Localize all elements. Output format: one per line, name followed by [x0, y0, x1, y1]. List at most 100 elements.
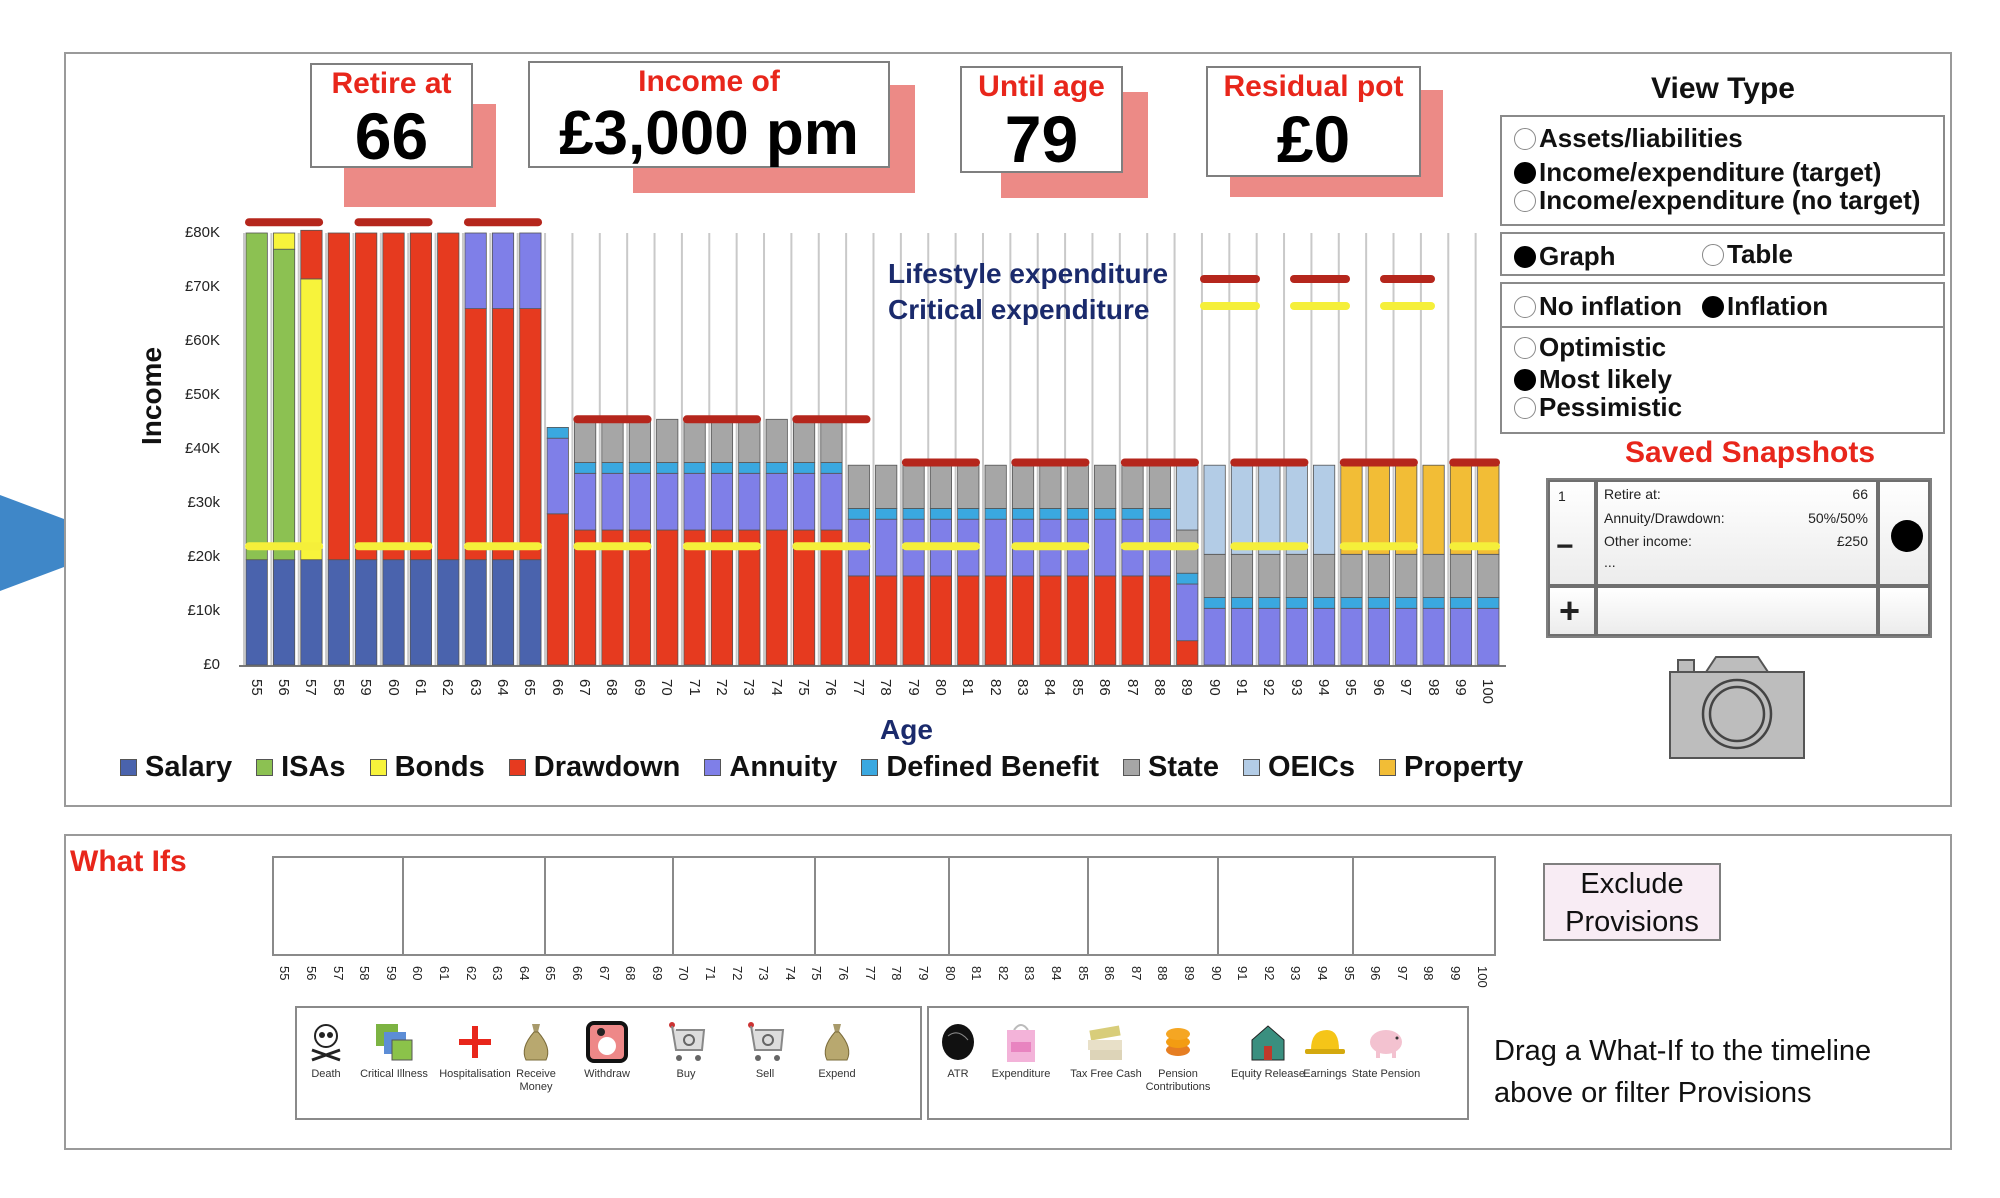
radio-income-target[interactable]: Income/expenditure (target) [1514, 157, 1881, 188]
red-cross-icon [453, 1020, 497, 1064]
what-if-label: Hospitalisation [439, 1068, 511, 1080]
what-if-event-withdraw[interactable]: Withdraw [570, 1020, 644, 1081]
timeline-segment[interactable] [546, 858, 674, 954]
bar-separator [461, 233, 464, 665]
bar-separator [1255, 233, 1258, 665]
bar-segment-defined-benefit [1285, 597, 1308, 609]
what-if-provision-state-pension[interactable]: State Pension [1349, 1020, 1423, 1081]
legend-swatch [861, 759, 879, 776]
critical-expenditure-line-segment [1339, 542, 1418, 551]
plus-icon: + [1559, 590, 1581, 631]
what-if-provision-equity-release[interactable]: Equity Release [1231, 1020, 1305, 1081]
bar-segment-drawdown [710, 529, 734, 666]
what-if-provision-tax-free-cash[interactable]: Tax Free Cash [1069, 1020, 1143, 1081]
bar-segment-annuity [1176, 583, 1199, 642]
timeline-segment[interactable] [950, 858, 1089, 954]
legend-item: Defined Benefit [861, 751, 1099, 784]
bar-segment-defined-benefit [1039, 507, 1062, 520]
exclude-provisions-button[interactable]: Exclude Provisions [1543, 863, 1721, 941]
bar-segment-state [574, 418, 597, 463]
bar-segment-defined-benefit [683, 462, 706, 474]
bar-separator [763, 233, 766, 665]
remove-snapshot-button[interactable]: − [1556, 530, 1574, 563]
what-if-provision-expenditure[interactable]: Expenditure [984, 1020, 1058, 1081]
expenditure-legend: Lifestyle expenditure Critical expenditu… [888, 256, 1168, 328]
what-if-provision-pension-contributions[interactable]: Pension Contributions [1141, 1020, 1215, 1094]
what-if-provision-earnings[interactable]: Earnings [1288, 1020, 1362, 1081]
bar-segment-defined-benefit [957, 507, 980, 520]
timeline-segment[interactable] [274, 858, 404, 954]
bar-segment-annuity [519, 232, 542, 309]
timeline-age-label: 100 [1474, 966, 1490, 988]
bar-segment-defined-benefit [601, 462, 624, 474]
timeline-age-label: 84 [1048, 966, 1064, 981]
timeline-segment[interactable] [1354, 858, 1494, 954]
legend-label: ISAs [281, 751, 346, 783]
bar-segment-salary [355, 559, 378, 666]
radio-graph[interactable]: Graph [1514, 241, 1616, 272]
bar-separator [1009, 233, 1012, 665]
income-chart [239, 218, 1506, 667]
residual-pot-value: £0 [1276, 102, 1351, 176]
what-if-event-expend[interactable]: Expend [800, 1020, 874, 1081]
critical-dash [1200, 302, 1260, 310]
what-if-event-receive-money[interactable]: Receive Money [499, 1020, 573, 1094]
bar-separator [571, 233, 574, 665]
legend-swatch [256, 759, 274, 776]
bar-segment-annuity [984, 518, 1007, 577]
bar-separator [1419, 233, 1422, 665]
radio-optimistic[interactable]: Optimistic [1514, 332, 1666, 363]
what-if-event-sell[interactable]: Sell [728, 1020, 802, 1081]
what-if-label: Tax Free Cash [1070, 1068, 1142, 1080]
radio-assets-liabilities[interactable]: Assets/liabilities [1514, 123, 1743, 154]
radio-table[interactable]: Table [1702, 239, 1793, 270]
bar-segment-drawdown [601, 529, 624, 666]
timeline-age-label: 70 [676, 966, 692, 981]
x-tick-label: 72 [712, 679, 730, 696]
bar-separator [981, 233, 984, 665]
y-tick-label: £50K [184, 386, 220, 403]
bar-separator [1283, 233, 1286, 665]
bar-segment-defined-benefit [875, 507, 898, 520]
legend-swatch [704, 759, 722, 776]
snapshot-value: £250 [1836, 533, 1868, 549]
bar-segment-annuity [820, 472, 843, 531]
timeline-segment[interactable] [404, 858, 546, 954]
x-tick-label: 96 [1369, 679, 1387, 696]
add-snapshot-button[interactable]: + [1548, 586, 1596, 636]
radio-selected-icon [1514, 161, 1536, 184]
timeline-segment[interactable] [1219, 858, 1354, 954]
what-if-event-critical-illness[interactable]: Critical Illness [357, 1020, 431, 1081]
bar-segment-drawdown [437, 232, 460, 561]
what-if-timeline[interactable] [272, 856, 1496, 956]
snapshot-select-radio[interactable] [1878, 480, 1930, 586]
bar-separator [1474, 233, 1477, 665]
timeline-segment[interactable] [674, 858, 816, 954]
what-if-provision-atr[interactable]: ATR [921, 1020, 995, 1081]
bar-segment-annuity [1395, 607, 1418, 666]
x-tick-label: 88 [1150, 679, 1168, 696]
what-if-event-death[interactable]: Death [289, 1020, 363, 1081]
bar-separator [1365, 233, 1368, 665]
bar-separator [817, 233, 820, 665]
radio-pessimistic[interactable]: Pessimistic [1514, 392, 1682, 423]
x-tick-label: 70 [658, 679, 676, 696]
radio-most-likely[interactable]: Most likely [1514, 364, 1672, 395]
radio-income-no-target[interactable]: Income/expenditure (no target) [1514, 185, 1920, 216]
timeline-segment[interactable] [1089, 858, 1219, 954]
bar-segment-salary [464, 559, 487, 666]
x-tick-label: 89 [1178, 679, 1196, 696]
radio-inflation[interactable]: Inflation [1702, 291, 1828, 322]
retire-at-value: 66 [354, 99, 429, 173]
bar-segment-drawdown [409, 232, 432, 561]
bar-segment-annuity [1313, 607, 1336, 666]
timeline-age-label: 96 [1368, 966, 1384, 981]
snapshot-summary[interactable]: Retire at: 66 Annuity/Drawdown: 50%/50% … [1596, 480, 1878, 586]
what-if-event-buy[interactable]: Buy [649, 1020, 723, 1081]
critical-illness-icon [372, 1020, 416, 1064]
radio-no-inflation[interactable]: No inflation [1514, 291, 1682, 322]
camera-icon[interactable] [1668, 655, 1808, 760]
what-if-event-hospitalisation[interactable]: Hospitalisation [438, 1020, 512, 1081]
bar-segment-oeics [1313, 464, 1336, 555]
timeline-segment[interactable] [816, 858, 950, 954]
